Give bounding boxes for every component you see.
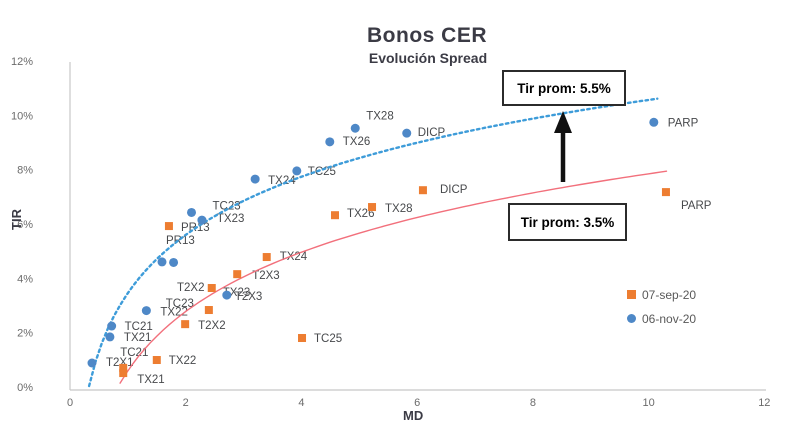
- data-point-label-PR13: PR13: [166, 235, 195, 247]
- data-point-06-nov-20-TX21: [105, 332, 115, 342]
- data-point-07-sep-20-TX22: [152, 356, 161, 365]
- x-tick-label: 4: [298, 397, 304, 409]
- legend-square-icon: [627, 290, 636, 299]
- y-tick-label: 0%: [17, 382, 33, 394]
- legend: 07-sep-20 06-nov-20: [627, 287, 696, 335]
- data-point-07-sep-20-TC25: [298, 334, 307, 343]
- trendline-07-sep-20: [119, 170, 668, 384]
- data-point-label-T2X3: T2X3: [235, 291, 263, 303]
- data-point-06-nov-20-TC23: [187, 207, 197, 217]
- data-point-06-nov-20-TX22: [141, 306, 151, 316]
- data-point-label-T2X2: T2X2: [198, 320, 226, 332]
- data-point-07-sep-20-TX23: [207, 284, 216, 293]
- data-point-label-TX22: TX22: [169, 355, 197, 367]
- legend-item-06-nov-20: 06-nov-20: [627, 311, 696, 326]
- tir-prom-box-sep: Tir prom: 3.5%: [508, 203, 627, 241]
- data-point-label-TX26: TX26: [343, 136, 371, 148]
- data-point-label-TX28: TX28: [366, 110, 394, 122]
- legend-item-07-sep-20: 07-sep-20: [627, 287, 696, 302]
- y-tick-label: 10%: [11, 110, 33, 122]
- data-point-07-sep-20-TX21: [119, 369, 128, 378]
- data-point-06-nov-20-unlabeled: [169, 257, 179, 267]
- data-point-label-TC21: TC21: [120, 347, 148, 359]
- data-point-07-sep-20-TX26: [330, 211, 339, 220]
- x-tick-label: 12: [758, 397, 770, 409]
- chart-title: Bonos CER: [367, 24, 487, 47]
- data-point-06-nov-20-T2X3: [222, 290, 232, 300]
- data-point-label-DICP: DICP: [418, 127, 446, 139]
- data-point-label-TX28: TX28: [385, 203, 413, 215]
- data-point-label-TX24: TX24: [268, 175, 296, 187]
- data-point-label-TX26: TX26: [347, 208, 375, 220]
- data-point-06-nov-20-TC21: [107, 321, 117, 331]
- data-point-06-nov-20-TX23: [197, 215, 207, 225]
- data-point-label-TX21: TX21: [124, 332, 152, 344]
- data-point-label-PARP: PARP: [668, 117, 699, 129]
- chart-subtitle: Evolución Spread: [368, 50, 488, 66]
- x-tick-label: 2: [183, 397, 189, 409]
- x-tick-label: 8: [530, 397, 536, 409]
- data-point-07-sep-20-TX24: [262, 253, 271, 262]
- y-tick-label: 12%: [11, 56, 33, 68]
- data-point-label-TX23: TX23: [217, 213, 245, 225]
- data-point-07-sep-20-TC23: [204, 306, 213, 315]
- data-point-06-nov-20-TX24: [250, 174, 260, 184]
- data-point-label-T2X3: T2X3: [252, 270, 280, 282]
- legend-label: 06-nov-20: [642, 311, 697, 326]
- spread-arrow-head: [554, 111, 572, 133]
- data-point-label-TC23: TC23: [166, 298, 194, 310]
- legend-label: 07-sep-20: [642, 287, 697, 302]
- data-point-label-TC25: TC25: [308, 166, 336, 178]
- data-point-06-nov-20-TX26: [325, 137, 335, 147]
- data-point-label-PARP: PARP: [681, 200, 712, 212]
- data-point-06-nov-20-PR13: [157, 257, 167, 267]
- data-point-06-nov-20-TC25: [292, 166, 302, 176]
- data-point-label-TC25: TC25: [314, 333, 342, 345]
- x-axis-label: MD: [403, 408, 424, 423]
- data-point-label-TX21: TX21: [137, 374, 165, 386]
- data-point-07-sep-20-T2X3: [233, 270, 242, 279]
- data-point-07-sep-20-DICP: [418, 186, 427, 195]
- y-axis-label: TIR: [8, 209, 24, 230]
- data-point-07-sep-20-TC21: [119, 363, 128, 372]
- data-point-07-sep-20-PR13: [164, 222, 173, 231]
- floating-label-T2X2: T2X2: [177, 282, 205, 294]
- trendline-06-nov-20: [87, 97, 659, 388]
- tir-prom-box-nov: Tir prom: 5.5%: [502, 70, 626, 106]
- data-point-07-sep-20-TX28: [368, 203, 377, 212]
- x-tick-label: 0: [67, 397, 73, 409]
- data-point-label-TC23: TC23: [213, 200, 241, 212]
- x-tick-label: 10: [642, 397, 654, 409]
- y-tick-label: 8%: [17, 165, 33, 177]
- y-tick-label: 6%: [17, 219, 33, 231]
- legend-circle-icon: [627, 314, 636, 323]
- data-point-label-DICP: DICP: [440, 184, 468, 196]
- data-point-06-nov-20-T2X1: [87, 358, 97, 368]
- data-point-06-nov-20-PARP: [649, 117, 659, 127]
- data-point-07-sep-20-PARP: [661, 188, 670, 197]
- data-point-06-nov-20-DICP: [402, 128, 412, 138]
- data-point-07-sep-20-T2X2: [181, 320, 190, 329]
- data-point-label-TC21: TC21: [125, 321, 153, 333]
- data-point-06-nov-20-TX28: [350, 123, 360, 133]
- y-tick-label: 2%: [17, 328, 33, 340]
- x-tick-label: 6: [414, 397, 420, 409]
- data-point-label-TX24: TX24: [280, 251, 308, 263]
- y-tick-label: 4%: [17, 273, 33, 285]
